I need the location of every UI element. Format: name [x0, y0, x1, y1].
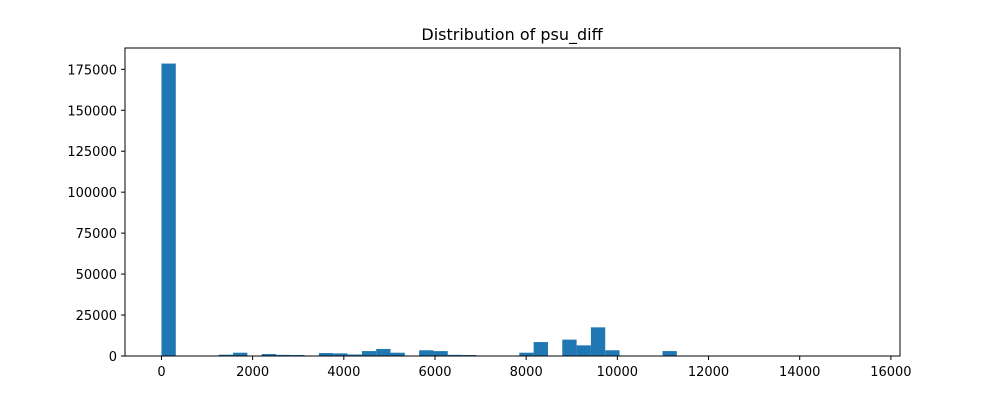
histogram-bar-0 [161, 63, 176, 357]
histogram-bar-7 [333, 353, 348, 356]
histogram-bar-1 [218, 354, 234, 356]
y-tick-label-4: 100000 [67, 186, 117, 201]
histogram-bar-10 [376, 348, 391, 356]
histogram-bar-3 [261, 354, 276, 356]
x-tick-label-3: 6000 [418, 365, 451, 380]
chart-title: Distribution of psu_diff [421, 25, 603, 45]
x-tick-label-7: 14000 [779, 365, 820, 380]
y-tick-label-2: 50000 [76, 268, 117, 283]
x-tick-label-0: 0 [157, 365, 165, 380]
y-tick-label-5: 125000 [67, 145, 117, 160]
y-tick-label-0: 0 [109, 350, 117, 365]
plot-frame [124, 47, 901, 357]
histogram-bar-2 [233, 352, 248, 356]
histogram-bar-13 [433, 351, 448, 356]
y-tick-label-7: 175000 [67, 63, 117, 78]
x-tick-label-2: 4000 [327, 365, 360, 380]
histogram-bar-19 [576, 345, 591, 356]
y-tick-label-3: 75000 [76, 227, 117, 242]
histogram-bar-6 [318, 353, 334, 356]
histogram-bar-22 [662, 351, 677, 356]
histogram-bar-8 [347, 354, 362, 356]
x-tick-label-5: 10000 [597, 365, 638, 380]
histogram-bar-9 [361, 351, 377, 356]
y-axis: 0 25000 50000 75000 100000 125000 150000 175000 [67, 63, 125, 365]
x-tick-label-8: 16000 [870, 365, 911, 380]
histogram-bar-18 [562, 339, 577, 356]
histogram-bar-4 [275, 354, 291, 356]
histogram-bar-14 [447, 354, 463, 356]
histogram-bar-17 [533, 342, 548, 356]
histogram-bar-21 [605, 350, 620, 356]
histogram-bar-12 [419, 350, 434, 356]
y-tick-label-6: 150000 [67, 104, 117, 119]
histogram-bar-20 [590, 327, 606, 356]
y-tick-label-1: 25000 [76, 309, 117, 324]
x-tick-label-4: 8000 [510, 365, 543, 380]
histogram-bar-11 [390, 352, 405, 356]
histogram-bar-16 [519, 352, 534, 356]
x-tick-label-1: 2000 [236, 365, 269, 380]
x-tick-label-6: 12000 [688, 365, 729, 380]
bars-layer [161, 63, 677, 357]
x-axis: 0 2000 4000 6000 8000 10000 12000 14000 16000 [157, 356, 912, 380]
